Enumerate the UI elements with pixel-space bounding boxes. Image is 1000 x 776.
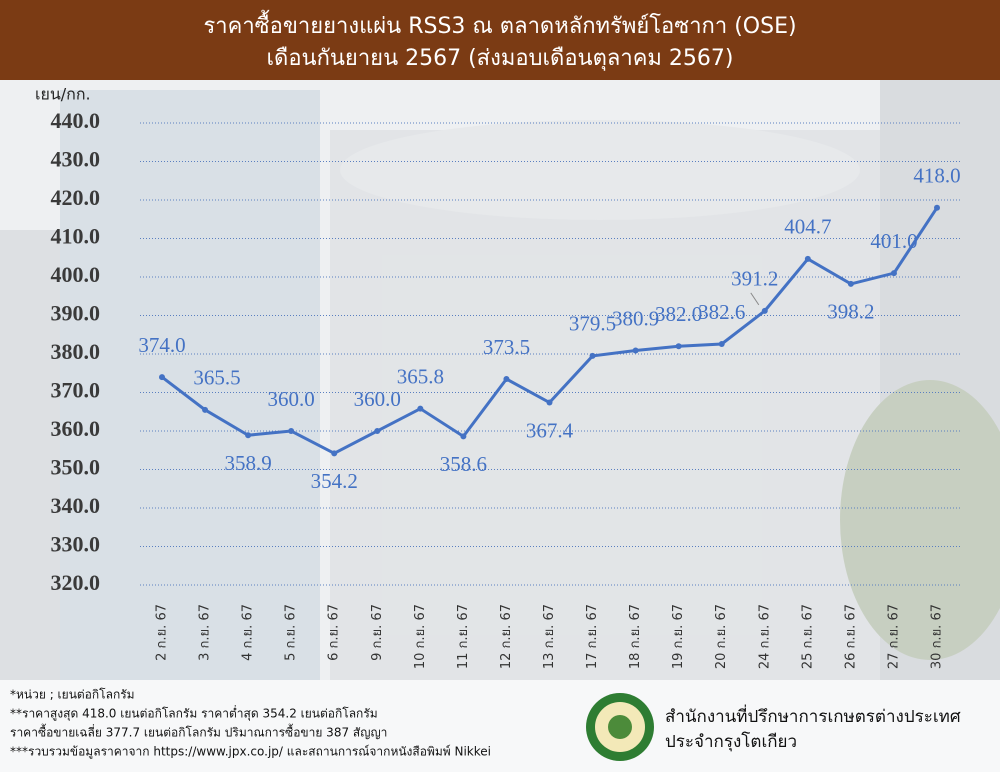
note: ***รวบรวมข้อมูลราคาจาก https://www.jpx.c… bbox=[10, 745, 491, 760]
title-banner bbox=[0, 0, 1000, 80]
data-label: 404.7 bbox=[784, 215, 831, 239]
data-point bbox=[546, 399, 553, 406]
x-tick-label: 12 ก.ย. 67 bbox=[499, 604, 514, 669]
x-tick-label: 30 ก.ย. 67 bbox=[930, 604, 945, 669]
data-point bbox=[934, 204, 940, 211]
data-point bbox=[804, 255, 811, 262]
x-tick-label: 5 ก.ย. 67 bbox=[284, 604, 299, 661]
data-point bbox=[331, 450, 338, 457]
background-buildings bbox=[0, 80, 1000, 772]
data-point bbox=[675, 343, 682, 350]
data-label: 367.4 bbox=[526, 418, 574, 442]
data-point bbox=[761, 307, 768, 314]
data-point bbox=[589, 352, 596, 359]
x-tick-label: 6 ก.ย. 67 bbox=[327, 604, 342, 661]
y-tick-label: 400.0 bbox=[51, 262, 101, 287]
data-label: 360.0 bbox=[354, 387, 401, 411]
data-label: 398.2 bbox=[827, 300, 874, 324]
x-tick-label: 3 ก.ย. 67 bbox=[198, 604, 213, 661]
x-tick-label: 24 ก.ย. 67 bbox=[757, 604, 772, 669]
data-label: 358.6 bbox=[440, 452, 487, 476]
x-tick-label: 26 ก.ย. 67 bbox=[843, 604, 858, 669]
x-tick-label: 17 ก.ย. 67 bbox=[585, 604, 600, 669]
data-point bbox=[632, 347, 639, 354]
y-tick-label: 330.0 bbox=[51, 532, 101, 557]
data-point bbox=[245, 432, 252, 439]
data-label: 365.8 bbox=[397, 364, 444, 388]
y-tick-label: 420.0 bbox=[51, 185, 101, 210]
data-label: 358.9 bbox=[224, 451, 271, 475]
data-label: 380.9 bbox=[612, 306, 659, 330]
data-point bbox=[417, 405, 424, 412]
y-tick-label: 320.0 bbox=[51, 570, 101, 595]
data-label: 365.5 bbox=[193, 366, 240, 390]
data-label: 401.0 bbox=[870, 229, 917, 253]
data-point bbox=[159, 374, 165, 381]
data-label: 379.5 bbox=[569, 312, 616, 336]
data-point bbox=[288, 428, 295, 434]
data-point bbox=[374, 428, 381, 434]
data-point bbox=[202, 406, 209, 413]
logo bbox=[586, 693, 654, 761]
chart-subtitle: เดือนกันยายน 2567 (ส่งมอบเดือนตุลาคม 256… bbox=[267, 46, 734, 71]
x-tick-label: 20 ก.ย. 67 bbox=[714, 604, 729, 669]
data-point bbox=[503, 376, 510, 383]
y-tick-label: 360.0 bbox=[51, 416, 101, 441]
data-label: 391.2 bbox=[731, 267, 778, 291]
y-tick-label: 430.0 bbox=[51, 147, 101, 172]
y-tick-label: 440.0 bbox=[51, 108, 101, 133]
note: *หน่วย ; เยนต่อกิโลกรัม bbox=[10, 688, 135, 702]
x-tick-label: 27 ก.ย. 67 bbox=[886, 604, 901, 669]
office-name: สำนักงานที่ปรึกษาการเกษตรต่างประเทศ bbox=[665, 704, 961, 727]
x-tick-label: 19 ก.ย. 67 bbox=[671, 604, 686, 669]
y-tick-label: 340.0 bbox=[51, 493, 101, 518]
leader-line bbox=[750, 292, 760, 306]
data-point bbox=[718, 340, 725, 347]
x-tick-label: 11 ก.ย. 67 bbox=[456, 604, 471, 669]
data-label: 373.5 bbox=[483, 335, 530, 359]
x-tick-label: 4 ก.ย. 67 bbox=[241, 604, 256, 661]
data-point bbox=[890, 270, 897, 277]
y-tick-label: 380.0 bbox=[51, 339, 101, 364]
data-label: 382.6 bbox=[698, 300, 745, 324]
data-label: 360.0 bbox=[268, 387, 315, 411]
y-axis-label: เยน/กก. bbox=[35, 85, 91, 104]
x-tick-label: 25 ก.ย. 67 bbox=[800, 604, 815, 669]
x-tick-label: 13 ก.ย. 67 bbox=[542, 604, 557, 669]
note: ราคาซื้อขายเฉลี่ย 377.7 เยนต่อกิโลกรัม ป… bbox=[10, 724, 387, 740]
y-tick-label: 410.0 bbox=[51, 224, 101, 249]
office-name: ประจำกรุงโตเกียว bbox=[665, 731, 797, 752]
x-tick-label: 10 ก.ย. 67 bbox=[413, 604, 428, 669]
data-label: 382.0 bbox=[655, 302, 702, 326]
note: **ราคาสูงสุด 418.0 เยนต่อกิโลกรัม ราคาต่… bbox=[10, 705, 378, 722]
data-label: 354.2 bbox=[311, 469, 358, 493]
data-label: 418.0 bbox=[913, 164, 960, 188]
data-point bbox=[847, 280, 854, 287]
y-tick-label: 370.0 bbox=[51, 378, 101, 403]
y-tick-label: 350.0 bbox=[51, 455, 101, 480]
x-tick-label: 2 ก.ย. 67 bbox=[155, 604, 170, 661]
x-tick-label: 9 ก.ย. 67 bbox=[370, 604, 385, 661]
chart-title: ราคาซื้อขายยางแผ่น RSS3 ณ ตลาดหลักทรัพย์… bbox=[203, 10, 796, 39]
x-tick-label: 18 ก.ย. 67 bbox=[628, 604, 643, 669]
y-tick-label: 390.0 bbox=[51, 301, 101, 326]
data-point bbox=[460, 433, 467, 440]
data-label: 374.0 bbox=[138, 333, 185, 357]
